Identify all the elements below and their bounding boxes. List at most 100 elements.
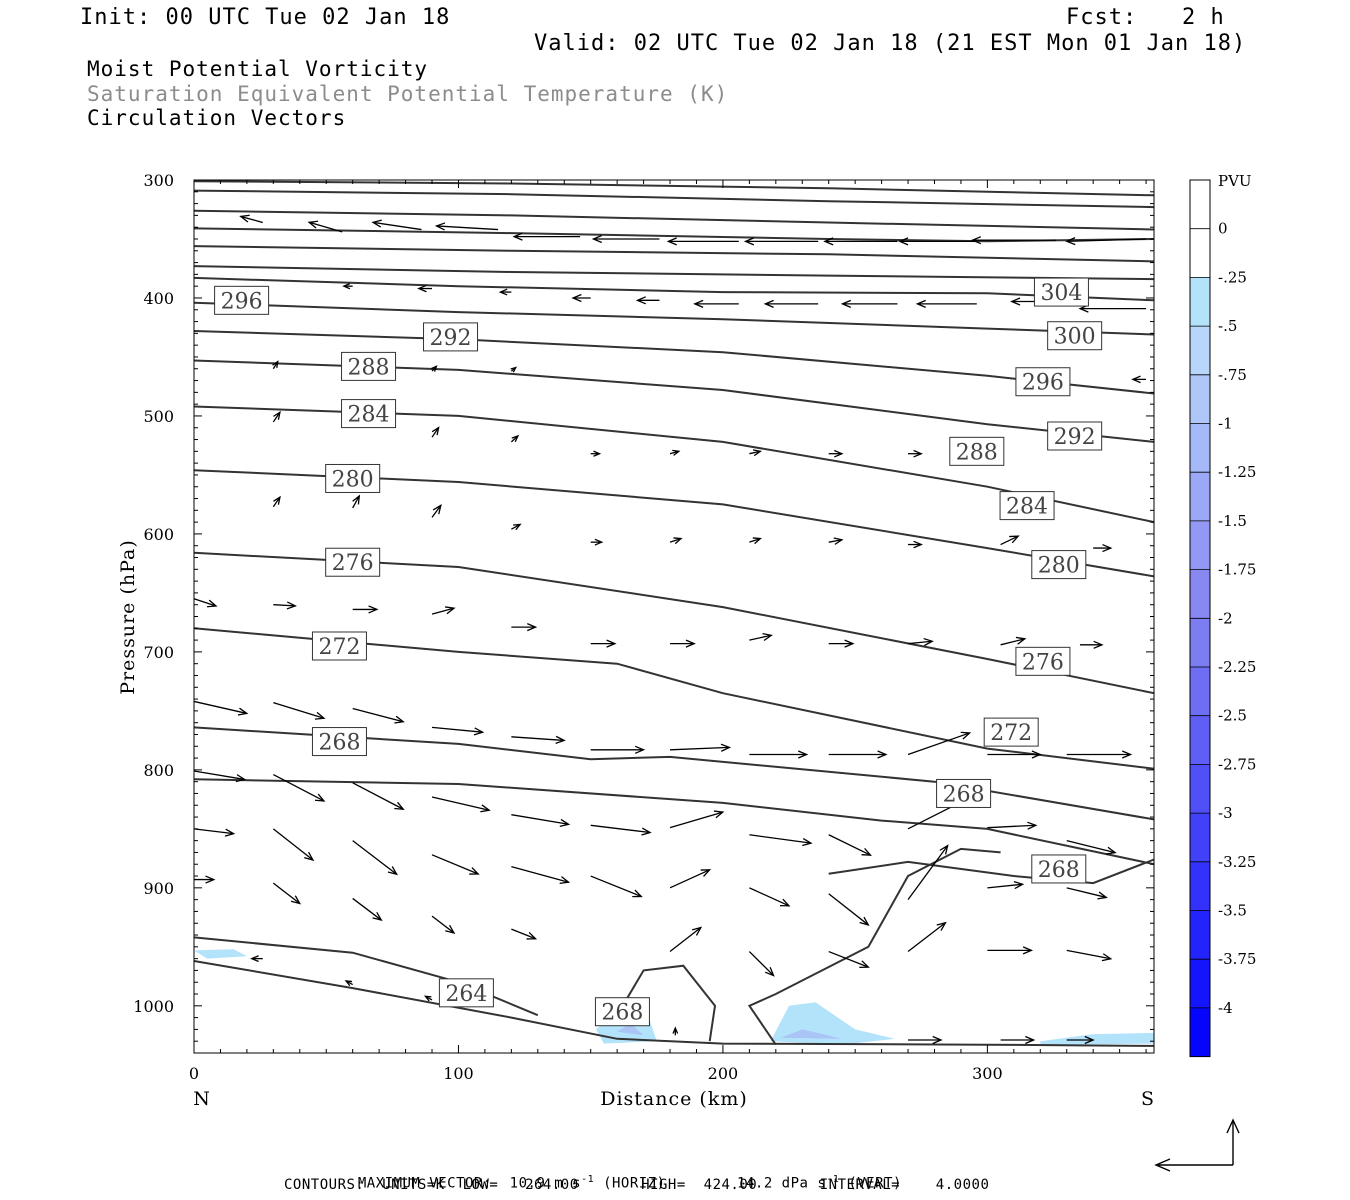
colorbar-swatch <box>1190 472 1210 521</box>
circulation-vector <box>431 726 483 733</box>
y-tick-label: 400 <box>143 289 174 308</box>
vector-arrowhead <box>498 288 508 296</box>
vector-arrowhead <box>593 450 602 457</box>
vector-arrowhead <box>764 966 775 977</box>
circulation-vector <box>1000 535 1019 546</box>
circulation-vector <box>431 607 455 615</box>
contour-label-box <box>999 491 1055 521</box>
circulation-vector <box>590 824 651 834</box>
valid-time: Valid: 02 UTC Tue 02 Jan 18 (21 EST Mon … <box>534 31 1247 56</box>
vector-arrowhead <box>861 847 873 856</box>
circulation-vector <box>272 882 301 905</box>
colorbar-swatch <box>1190 569 1210 619</box>
contour-label: 280 <box>1038 554 1080 579</box>
vector-arrowhead <box>932 1035 943 1045</box>
vector-arrowhead <box>1097 891 1108 900</box>
isentrope-line <box>193 330 1155 395</box>
vector-arrowhead <box>798 750 809 759</box>
vector-arrowhead <box>685 639 696 648</box>
vector-arrowhead <box>527 623 538 632</box>
contour-label-box <box>311 631 367 661</box>
y-tick-label: 1000 <box>133 997 174 1016</box>
axis-ticks: 300 400 500 600 700 800 900 1000 0 100 200 300 <box>133 171 1154 1083</box>
circulation-vector <box>669 811 724 829</box>
circulation-vector <box>352 707 404 723</box>
colorbar-swatch <box>1190 374 1210 424</box>
vector-arrowhead <box>473 727 485 736</box>
vector-arrowhead <box>898 237 909 246</box>
y-tick-label: 600 <box>143 525 174 544</box>
contour-label-box <box>1031 550 1087 580</box>
contour-label: 288 <box>956 440 998 465</box>
vector-arrowhead <box>394 715 405 724</box>
vector-arrowhead <box>235 774 247 783</box>
vector-arrowhead <box>594 538 604 546</box>
colorbar-swatch <box>1190 764 1210 814</box>
colorbar-label: -1.25 <box>1218 463 1256 481</box>
circulation-vector <box>436 225 499 231</box>
vector-arrowhead <box>672 449 681 456</box>
init-time: Init: 00 UTC Tue 02 Jan 18 <box>80 5 451 30</box>
x-end-label-south: S <box>1141 1088 1155 1110</box>
colorbar-label: -2.25 <box>1218 658 1256 676</box>
vector-arrowhead <box>432 504 442 515</box>
vector-arrowhead <box>307 220 319 229</box>
contour-label: 268 <box>601 1001 643 1026</box>
vector-arrowhead <box>1093 640 1104 649</box>
circulation-vector <box>431 796 490 811</box>
isentrope-line <box>193 276 1155 302</box>
vector-arrowhead <box>1009 535 1020 544</box>
vector-arrowhead <box>1022 946 1034 955</box>
vector-arrowhead <box>752 537 762 545</box>
contour-label-box <box>1047 321 1103 351</box>
vector-arrowhead <box>559 876 571 885</box>
vector-arrowhead <box>763 299 774 308</box>
vector-arrowhead <box>344 980 353 987</box>
contour-label-box <box>594 997 650 1027</box>
vector-arrowhead <box>513 523 522 531</box>
circulation-vector <box>272 828 314 861</box>
contour-label: 284 <box>1006 495 1048 520</box>
contour-label-box <box>1033 277 1089 307</box>
vector-arrowhead <box>206 599 218 608</box>
contour-label-box <box>214 285 270 315</box>
circulation-vector <box>272 411 281 423</box>
reference-vector-icon <box>1154 1118 1240 1172</box>
y-tick-label: 900 <box>143 879 174 898</box>
contour-label: 276 <box>1022 650 1064 675</box>
vector-arrowhead <box>445 606 456 615</box>
vector-arrowhead <box>634 745 646 754</box>
vector-arrowhead <box>606 639 617 648</box>
vector-arrowhead <box>434 222 446 231</box>
vector-arrowhead <box>970 236 982 245</box>
colorbar-swatch <box>1190 277 1210 327</box>
vector-arrowhead <box>762 632 774 642</box>
x-tick-label: 100 <box>443 1064 474 1083</box>
vector-arrowhead <box>273 495 281 505</box>
contour-label: 268 <box>318 731 360 756</box>
vector-arrowhead <box>205 875 216 884</box>
contour-label: 272 <box>990 721 1032 746</box>
circulation-vector <box>907 640 933 645</box>
contour-label: 288 <box>348 355 390 380</box>
colorbar-label: -1 <box>1218 415 1233 433</box>
contour-label-box <box>1031 854 1087 884</box>
vector-arrowhead <box>939 844 949 855</box>
colorbar-label: -1.75 <box>1218 561 1256 579</box>
circulation-vector <box>193 598 217 607</box>
colorbar-label: -.5 <box>1218 317 1237 335</box>
contour-label-box <box>1015 646 1071 676</box>
pv-shading-layer <box>194 949 1154 1045</box>
colorbar-swatch <box>1190 667 1210 716</box>
contour-label-box <box>341 351 397 381</box>
fcst-label: Fcst: <box>1066 5 1138 30</box>
y-tick-label: 700 <box>143 643 174 662</box>
vector-arrowhead <box>960 731 972 740</box>
vector-arrowhead <box>693 299 704 308</box>
vector-arrowhead <box>833 537 844 545</box>
circulation-vector <box>1000 638 1025 646</box>
vector-arrowhead <box>304 851 315 862</box>
circulation-vector <box>670 746 730 751</box>
isentrope-line <box>193 189 1155 209</box>
isentrope-line <box>193 245 1155 263</box>
